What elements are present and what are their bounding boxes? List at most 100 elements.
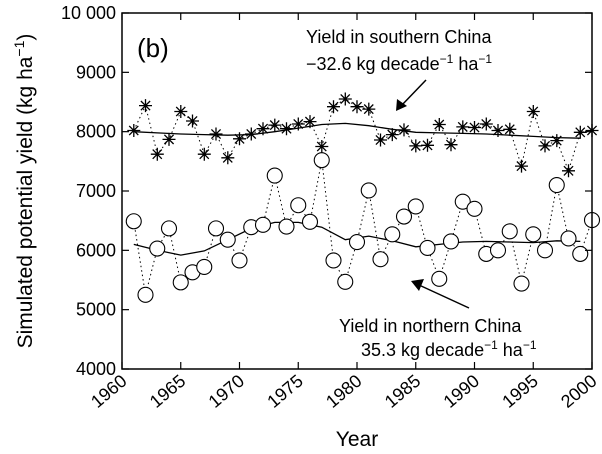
- star-point: [515, 159, 528, 173]
- star-trend-line: [133, 122, 581, 139]
- y-tick-label: 9000: [76, 62, 116, 82]
- circle-point: [231, 252, 248, 269]
- circle-point: [513, 275, 530, 292]
- arrow-north: [418, 284, 470, 309]
- star-point: [444, 138, 458, 152]
- arrow-north-head: [411, 279, 424, 291]
- circle-point: [149, 240, 166, 257]
- annotation-south-line2: −32.6 kg decade−1 ha−1: [306, 52, 492, 74]
- x-tick-label: 1970: [205, 371, 249, 412]
- x-tick-label: 1980: [322, 371, 366, 412]
- annotation-north-sup2: −1: [523, 338, 537, 352]
- star-point: [174, 105, 188, 118]
- circle-point: [172, 274, 189, 291]
- star-point: [303, 115, 317, 129]
- annotation-south-unit: ha: [453, 54, 479, 74]
- y-tick-label: 7000: [76, 181, 116, 201]
- circle-point: [466, 200, 483, 217]
- star-point: [538, 139, 552, 153]
- star-point: [291, 117, 305, 131]
- circle-point: [395, 208, 413, 225]
- circle-point: [125, 213, 142, 230]
- circle-point: [196, 258, 213, 275]
- annotation-south-line1: Yield in southern China: [306, 27, 492, 47]
- circle-point: [501, 223, 518, 240]
- circle-point: [489, 242, 507, 259]
- circle-point: [278, 218, 295, 235]
- star-point: [280, 122, 293, 136]
- circle-point: [548, 177, 565, 194]
- star-point: [526, 105, 540, 118]
- star-point: [491, 124, 505, 137]
- star-point: [562, 164, 575, 178]
- star-point: [244, 127, 258, 141]
- star-point: [197, 147, 211, 161]
- circle-point: [536, 242, 554, 259]
- star-point: [468, 121, 481, 134]
- star-point: [350, 100, 364, 114]
- y-axis-title-close: ): [14, 34, 37, 41]
- star-point: [456, 120, 470, 134]
- circle-point: [419, 239, 436, 257]
- circle-point: [372, 251, 389, 268]
- circle-point: [431, 270, 448, 287]
- arrow-south-head: [396, 99, 407, 111]
- star-point: [550, 134, 564, 148]
- y-axis-title: Simulated potential yield (kg ha−1): [11, 34, 37, 349]
- star-point: [127, 124, 141, 137]
- star-point: [256, 122, 270, 136]
- x-tick-label: 1975: [263, 371, 307, 412]
- star-point: [186, 114, 199, 128]
- annotation-north-line1: Yield in northern China: [339, 316, 522, 336]
- y-axis-title-sup: −1: [11, 40, 27, 56]
- circle-point: [348, 233, 366, 251]
- circle-series-dotted-line: [133, 160, 593, 295]
- star-point: [233, 132, 246, 146]
- circle-point: [301, 213, 319, 230]
- star-point: [421, 138, 434, 152]
- circle-point: [137, 286, 154, 303]
- y-tick-label: 8000: [76, 122, 116, 142]
- star-point: [573, 125, 587, 139]
- star-point: [479, 117, 493, 131]
- circle-point: [266, 167, 283, 184]
- circle-point: [337, 273, 354, 290]
- annotation-north-line2: 35.3 kg decade−1 ha−1: [361, 338, 537, 360]
- circle-point: [454, 193, 471, 210]
- star-point: [268, 118, 282, 132]
- circle-point: [442, 233, 460, 250]
- star-point: [503, 122, 517, 136]
- star-point: [362, 102, 376, 116]
- star-point: [374, 133, 387, 147]
- circle-point: [254, 216, 272, 233]
- y-axis-title-main: Simulated potential yield (kg ha: [14, 56, 37, 348]
- star-point: [432, 118, 446, 131]
- annotation-south-sup2: −1: [478, 52, 492, 66]
- star-point: [385, 128, 399, 142]
- star-point: [209, 127, 223, 141]
- y-tick-label: 6000: [76, 240, 116, 260]
- circle-point: [525, 226, 542, 243]
- circle-point: [160, 220, 178, 237]
- annotation-north-sup1: −1: [484, 338, 498, 352]
- circle-point: [384, 226, 401, 243]
- y-tick-label: 5000: [76, 300, 116, 320]
- annotation-south-sup1: −1: [440, 52, 454, 66]
- circle-point: [572, 245, 589, 262]
- y-tick-label: 10 000: [61, 3, 116, 23]
- plot-marks: [125, 92, 601, 303]
- annotation-north-value: 35.3 kg decade: [361, 340, 484, 360]
- star-point: [221, 151, 235, 165]
- circle-point: [219, 231, 236, 248]
- annotation-north-unit: ha: [498, 340, 524, 360]
- arrow-south: [400, 79, 427, 107]
- x-tick-label: 1995: [498, 371, 542, 412]
- star-point: [409, 139, 423, 153]
- star-point: [327, 100, 340, 114]
- star-point: [338, 92, 352, 106]
- x-tick-label: 1985: [381, 371, 425, 412]
- star-point: [162, 132, 176, 146]
- star-point: [150, 147, 164, 161]
- star-point: [315, 140, 329, 153]
